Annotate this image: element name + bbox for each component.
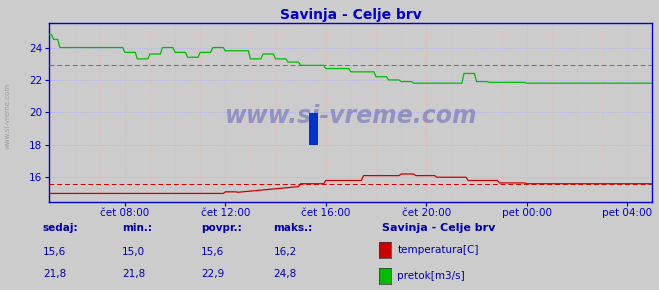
Text: 15,6: 15,6 [201, 247, 225, 257]
Text: sedaj:: sedaj: [43, 224, 78, 233]
Text: 22,9: 22,9 [201, 269, 225, 279]
Text: Savinja - Celje brv: Savinja - Celje brv [382, 224, 496, 233]
Title: Savinja - Celje brv: Savinja - Celje brv [280, 8, 422, 22]
Bar [309, 113, 318, 145]
Text: 24,8: 24,8 [273, 269, 297, 279]
Text: temperatura[C]: temperatura[C] [397, 245, 479, 255]
Text: 21,8: 21,8 [122, 269, 146, 279]
Text: min.:: min.: [122, 224, 152, 233]
Text: povpr.:: povpr.: [201, 224, 242, 233]
Text: maks.:: maks.: [273, 224, 313, 233]
Text: www.si-vreme.com: www.si-vreme.com [225, 104, 477, 128]
Text: 16,2: 16,2 [273, 247, 297, 257]
Text: 15,6: 15,6 [43, 247, 67, 257]
Text: pretok[m3/s]: pretok[m3/s] [397, 271, 465, 281]
Text: 21,8: 21,8 [43, 269, 67, 279]
Text: www.si-vreme.com: www.si-vreme.com [5, 83, 11, 149]
Text: 15,0: 15,0 [122, 247, 146, 257]
